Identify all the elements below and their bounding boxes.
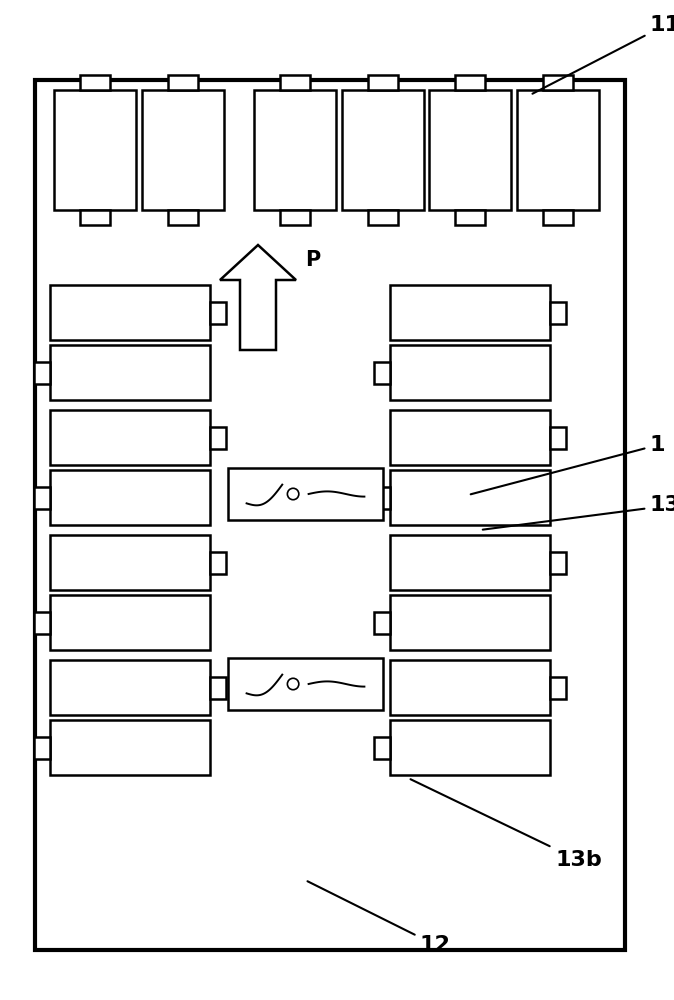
Bar — [550, 552, 566, 574]
Text: 13a: 13a — [483, 495, 674, 530]
Bar — [368, 210, 398, 225]
Bar — [455, 75, 485, 90]
Bar — [50, 285, 210, 340]
Bar — [342, 90, 424, 210]
Bar — [50, 595, 210, 650]
Bar — [210, 426, 226, 448]
Bar — [80, 75, 110, 90]
Bar — [374, 361, 390, 383]
Bar — [390, 345, 550, 400]
Text: P: P — [305, 250, 320, 270]
Bar — [429, 90, 511, 210]
Bar — [80, 210, 110, 225]
Bar — [390, 595, 550, 650]
Bar — [390, 285, 550, 340]
Bar — [550, 302, 566, 324]
Bar — [543, 210, 573, 225]
Text: 11: 11 — [532, 15, 674, 94]
Bar — [390, 660, 550, 715]
Bar — [390, 535, 550, 590]
Polygon shape — [220, 245, 296, 350]
Bar — [50, 535, 210, 590]
Bar — [50, 720, 210, 775]
Bar — [50, 345, 210, 400]
Bar — [228, 658, 383, 710]
Bar — [280, 75, 310, 90]
Bar — [390, 720, 550, 775]
Bar — [368, 75, 398, 90]
Bar — [50, 660, 210, 715]
Bar — [550, 426, 566, 448]
Bar — [210, 676, 226, 698]
Bar — [54, 90, 136, 210]
Bar — [34, 611, 50, 634]
Bar — [390, 410, 550, 465]
Bar — [228, 468, 383, 520]
Bar — [142, 90, 224, 210]
Bar — [455, 210, 485, 225]
Text: 1: 1 — [470, 435, 665, 494]
Bar — [390, 470, 550, 525]
Bar — [168, 210, 198, 225]
Text: 13b: 13b — [410, 779, 602, 870]
Bar — [34, 736, 50, 758]
Bar — [34, 361, 50, 383]
Bar — [210, 552, 226, 574]
Bar — [254, 90, 336, 210]
Bar — [374, 487, 390, 508]
Bar — [34, 487, 50, 508]
Bar — [543, 75, 573, 90]
Bar — [280, 210, 310, 225]
Bar — [50, 410, 210, 465]
Bar — [210, 302, 226, 324]
Bar — [50, 470, 210, 525]
Text: 12: 12 — [307, 881, 451, 955]
Bar — [517, 90, 599, 210]
Bar — [374, 611, 390, 634]
Bar — [550, 676, 566, 698]
Bar — [374, 736, 390, 758]
Bar — [35, 80, 625, 950]
Bar — [168, 75, 198, 90]
